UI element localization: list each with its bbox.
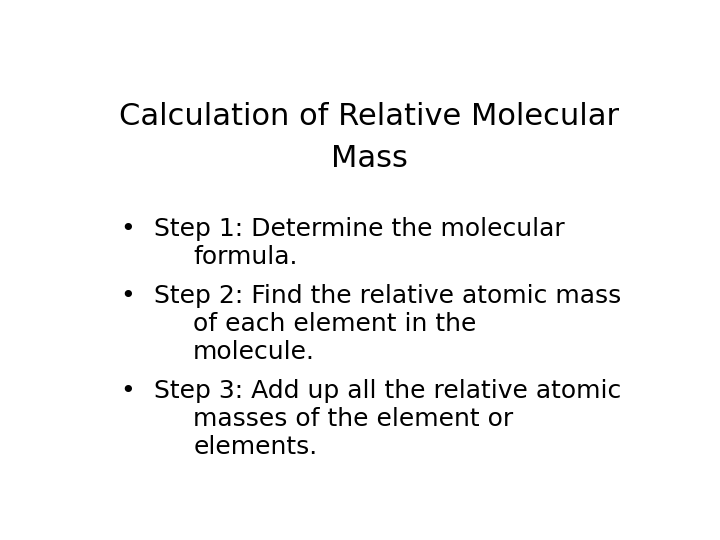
Text: masses of the element or: masses of the element or (193, 407, 513, 431)
Text: molecule.: molecule. (193, 340, 315, 364)
Text: Calculation of Relative Molecular: Calculation of Relative Molecular (119, 102, 619, 131)
Text: elements.: elements. (193, 435, 318, 460)
Text: Step 3: Add up all the relative atomic: Step 3: Add up all the relative atomic (154, 379, 621, 403)
Text: Mass: Mass (330, 144, 408, 173)
Text: •: • (121, 284, 135, 307)
Text: formula.: formula. (193, 245, 298, 269)
Text: •: • (121, 379, 135, 403)
Text: Step 1: Determine the molecular: Step 1: Determine the molecular (154, 217, 565, 240)
Text: •: • (121, 217, 135, 240)
Text: of each element in the: of each element in the (193, 312, 477, 336)
Text: Step 2: Find the relative atomic mass: Step 2: Find the relative atomic mass (154, 284, 621, 307)
